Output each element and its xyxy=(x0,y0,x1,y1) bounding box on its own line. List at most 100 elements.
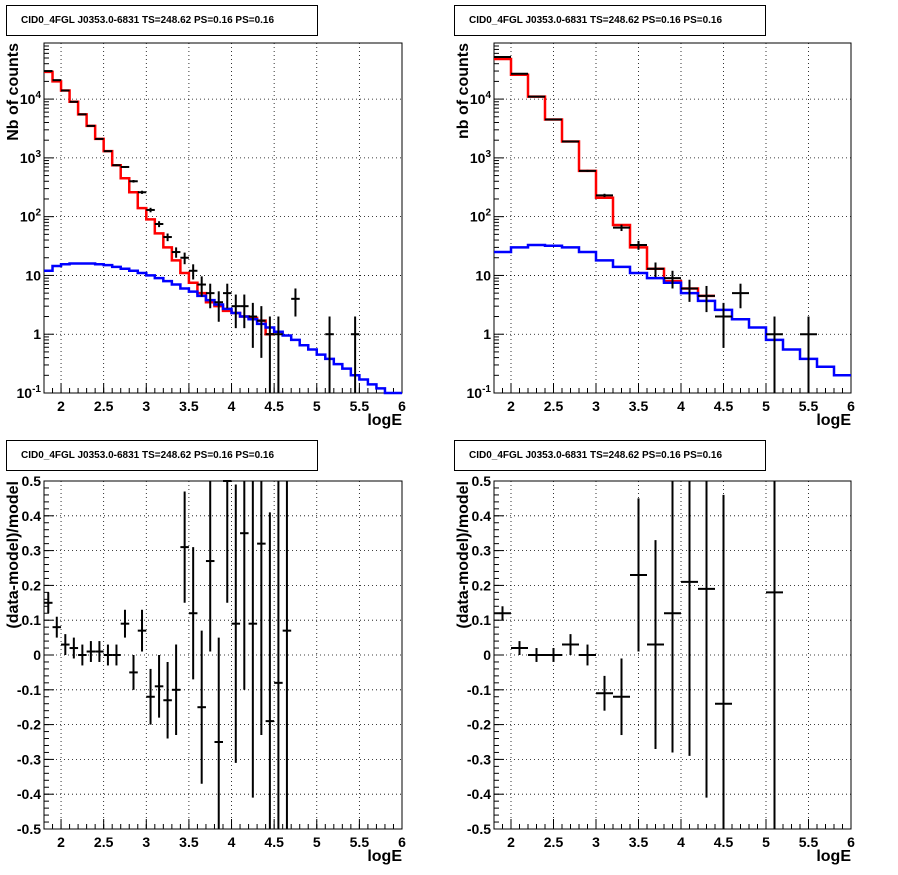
x-tick-label: 3 xyxy=(142,398,150,414)
data-point xyxy=(95,641,104,662)
y-tick-label: 0 xyxy=(33,647,41,663)
y-tick-label: -0.2 xyxy=(17,717,41,733)
data-point xyxy=(129,655,138,690)
data-point xyxy=(664,270,681,289)
data-point xyxy=(579,169,596,172)
x-tick-label: 2 xyxy=(57,398,65,414)
data-point xyxy=(120,165,130,168)
x-tick-label: 4.5 xyxy=(714,834,734,850)
data-point xyxy=(231,294,241,329)
data-point xyxy=(44,592,53,614)
panel-title-top-left: CID0_4FGL J0353.0-6831 TS=248.62 PS=0.16… xyxy=(6,5,318,36)
data-point xyxy=(766,481,783,829)
data-point xyxy=(188,547,198,680)
y-tick-label: -0.5 xyxy=(17,821,41,837)
data-point xyxy=(291,288,300,317)
data-point xyxy=(545,648,562,662)
x-tick-label: 5.5 xyxy=(799,834,819,850)
x-tick-label: 3 xyxy=(592,834,600,850)
y-tick-label: 0 xyxy=(483,647,491,663)
panel-title-bottom-right: CID0_4FGL J0353.0-6831 TS=248.62 PS=0.16… xyxy=(454,440,766,471)
data-point xyxy=(188,264,198,280)
y-axis-label: (data-model)/model xyxy=(455,481,472,629)
y-axis-label: nb of counts xyxy=(455,43,472,139)
data-point xyxy=(137,609,147,652)
data-point xyxy=(248,481,258,798)
x-axis-label: logE xyxy=(367,412,402,429)
data-point xyxy=(257,306,266,358)
data-point xyxy=(231,484,241,763)
x-axis-label: logE xyxy=(367,848,402,865)
y-tick-label: -0.3 xyxy=(467,751,491,767)
data-point xyxy=(630,240,647,250)
y-tick-label: 102 xyxy=(20,208,42,225)
data-point xyxy=(715,302,732,348)
data-point xyxy=(180,491,189,603)
y-tick-label: -0.5 xyxy=(467,821,491,837)
x-tick-label: 4 xyxy=(677,834,685,850)
data-point xyxy=(78,113,87,116)
data-point xyxy=(154,221,164,228)
data-point xyxy=(257,481,266,736)
data-point xyxy=(163,661,172,739)
data-point xyxy=(698,481,715,798)
data-point xyxy=(163,233,172,242)
x-tick-label: 4 xyxy=(228,398,236,414)
data-point xyxy=(205,481,215,652)
data-point xyxy=(120,609,130,638)
data-point xyxy=(154,655,164,718)
data-point xyxy=(112,644,121,666)
y-axis-label: (data-model)/model xyxy=(5,481,22,629)
y-tick-label: 104 xyxy=(20,90,42,107)
x-tick-label: 5 xyxy=(313,834,321,850)
x-tick-label: 5.5 xyxy=(799,398,819,414)
data-point xyxy=(274,481,283,829)
data-point xyxy=(240,294,249,329)
data-point xyxy=(69,100,79,103)
data-point xyxy=(494,606,511,621)
y-tick-label: 0.1 xyxy=(22,612,42,628)
data-point xyxy=(95,137,104,140)
data-point xyxy=(579,644,596,666)
x-tick-label: 4.5 xyxy=(264,834,284,850)
data-point xyxy=(562,634,579,655)
x-tick-label: 4.5 xyxy=(714,398,734,414)
data-point xyxy=(171,247,181,258)
data-point xyxy=(103,150,113,153)
data-point xyxy=(698,285,715,313)
data-point xyxy=(146,207,155,213)
x-tick-label: 2 xyxy=(507,834,515,850)
data-point xyxy=(545,118,562,121)
y-tick-label: -0.1 xyxy=(17,682,41,698)
x-tick-label: 6 xyxy=(398,834,406,850)
x-tick-label: 6 xyxy=(847,834,855,850)
y-tick-label: 10 xyxy=(25,267,41,283)
data-point xyxy=(205,283,215,309)
data-point xyxy=(647,262,664,278)
x-tick-label: 2.5 xyxy=(544,834,564,850)
y-tick-label: -0.3 xyxy=(17,751,41,767)
x-tick-label: 3.5 xyxy=(629,398,649,414)
data-point xyxy=(647,540,664,749)
y-tick-label: 1 xyxy=(33,326,41,342)
data-point xyxy=(511,641,528,655)
data-point xyxy=(766,316,783,393)
y-tick-label: -0.4 xyxy=(17,786,41,802)
x-tick-label: 5.5 xyxy=(350,398,370,414)
plot-frame xyxy=(43,42,403,394)
x-tick-label: 3 xyxy=(142,834,150,850)
data-point xyxy=(528,648,545,662)
data-point xyxy=(265,316,275,393)
plot-frame xyxy=(493,42,852,394)
data-point xyxy=(223,283,232,309)
x-tick-label: 4 xyxy=(677,398,685,414)
data-point xyxy=(137,190,147,194)
data-point xyxy=(715,494,732,829)
panel-title-bottom-left: CID0_4FGL J0353.0-6831 TS=248.62 PS=0.16… xyxy=(6,440,318,471)
data-point xyxy=(146,668,155,725)
y-axis-label: Nb of counts xyxy=(5,43,22,141)
data-point xyxy=(69,637,79,659)
data-point xyxy=(180,252,189,265)
y-tick-label: 1 xyxy=(483,326,491,342)
